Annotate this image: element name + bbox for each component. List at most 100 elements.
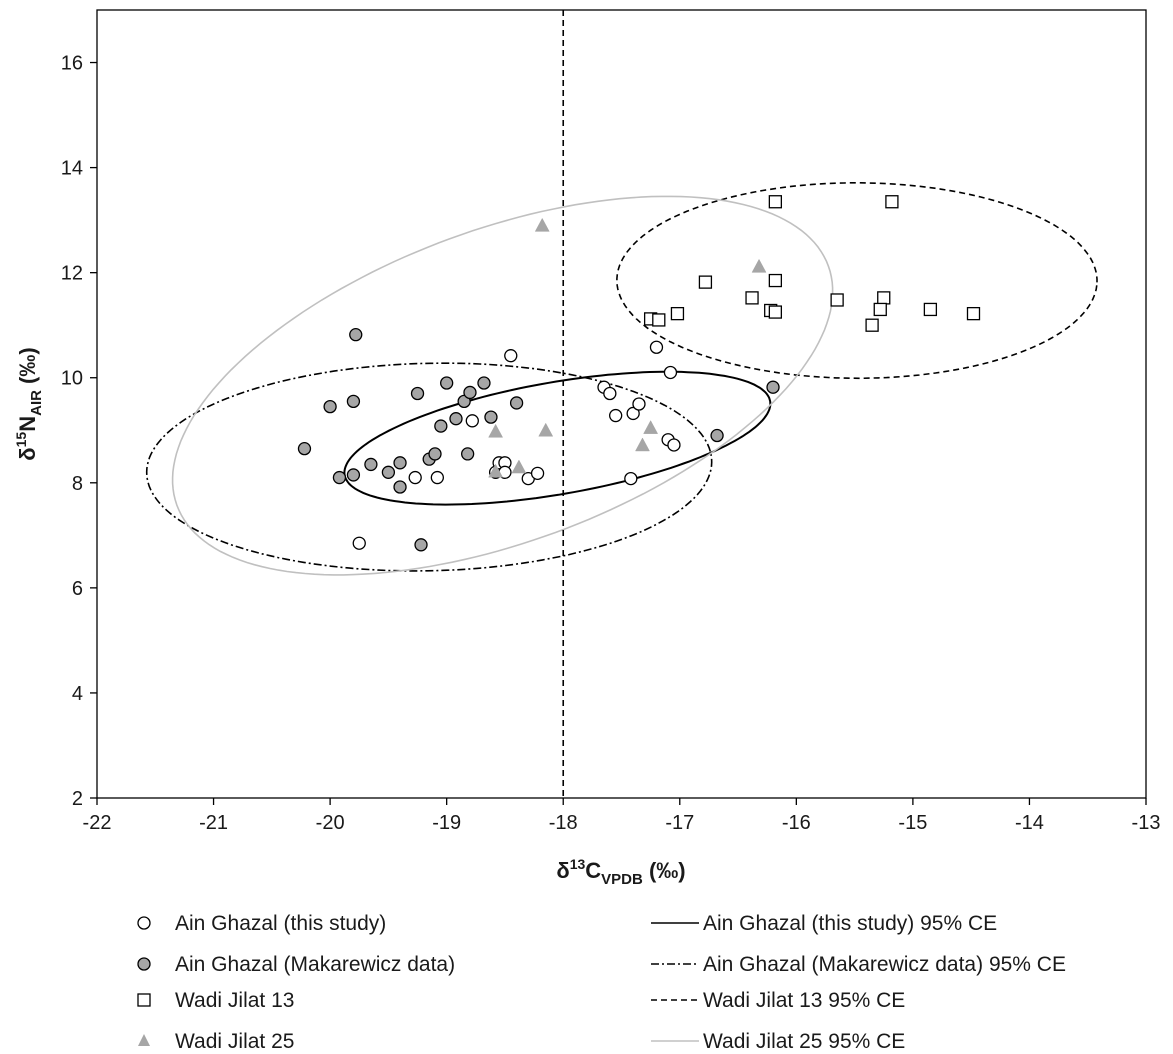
- x-tick-label: -21: [199, 812, 228, 834]
- data-point-s2-12: [966, 306, 981, 321]
- data-point-s0-3: [465, 414, 479, 428]
- legend-marker-open-circle: [137, 916, 151, 930]
- legend-label: Wadi Jilat 25 95% CE: [703, 1030, 905, 1053]
- legend-item-ce-wadi-jilat-13: Wadi Jilat 13 95% CE: [651, 989, 905, 1012]
- data-point-s0-0: [352, 536, 366, 550]
- data-point-s3-0: [534, 217, 550, 232]
- data-point-s0-17: [649, 340, 664, 354]
- confidence-ellipse-3: [171, 195, 834, 576]
- legend-item-ain-ghazal-this-study: Ain Ghazal (this study): [137, 912, 386, 935]
- legend-item-ce-makarewicz: Ain Ghazal (Makarewicz data) 95% CE: [651, 953, 1066, 976]
- legend-item-wadi-jilat-25: Wadi Jilat 25: [138, 1030, 294, 1053]
- data-points: [297, 195, 981, 552]
- x-tick-label: -17: [665, 812, 694, 834]
- legend-item-wadi-jilat-13: Wadi Jilat 13: [137, 989, 294, 1012]
- confidence-ellipse-0: [343, 370, 772, 506]
- x-tick-label: -18: [549, 812, 578, 834]
- data-point-s1-7: [381, 465, 396, 479]
- data-point-s1-3: [349, 328, 363, 342]
- x-tick-label: -20: [316, 812, 345, 834]
- x-axis-ticks: -22 -21 -20 -19 -18 -17 -16 -15 -14 -13: [83, 798, 1161, 834]
- data-point-s3-5: [635, 437, 650, 452]
- data-point-s0-9: [530, 466, 545, 480]
- legend-label: Ain Ghazal (this study): [175, 912, 386, 935]
- data-point-s2-3: [768, 273, 783, 288]
- data-point-s2-6: [768, 305, 783, 319]
- y-tick-label: 16: [61, 53, 83, 75]
- y-axis-title: δ15NAIR (‰): [13, 347, 45, 460]
- y-axis-ticks: 2 4 6 8 10 12 14 16: [61, 53, 97, 810]
- data-point-s1-20: [484, 410, 498, 424]
- data-point-s1-10: [410, 386, 425, 401]
- legend-marker-grey-circle: [137, 957, 151, 971]
- data-point-s2-4: [745, 291, 759, 305]
- legend-marker-open-square: [137, 993, 151, 1007]
- data-point-s2-15: [652, 313, 666, 327]
- data-point-s1-8: [393, 456, 407, 470]
- data-point-s1-12: [428, 447, 442, 461]
- data-point-s0-2: [430, 470, 444, 485]
- legend-label: Wadi Jilat 13 95% CE: [703, 989, 905, 1012]
- legend-label: Wadi Jilat 13: [175, 989, 294, 1012]
- data-point-s0-14: [626, 406, 640, 421]
- data-point-s3-6: [511, 459, 527, 474]
- y-tick-label: 2: [72, 788, 83, 810]
- data-point-s1-5: [346, 468, 361, 482]
- data-point-s2-10: [865, 318, 879, 332]
- data-point-s1-2: [346, 394, 361, 409]
- legend-item-ce-this-study: Ain Ghazal (this study) 95% CE: [651, 912, 997, 935]
- plot-area: [96, 9, 1147, 799]
- data-point-s2-9: [873, 302, 887, 317]
- data-point-s2-7: [830, 293, 844, 307]
- legend-label: Ain Ghazal (Makarewicz data) 95% CE: [703, 953, 1066, 976]
- legend: Ain Ghazal (this study) Ain Ghazal (Maka…: [137, 912, 1066, 1053]
- legend-item-ain-ghazal-makarewicz: Ain Ghazal (Makarewicz data): [137, 953, 455, 976]
- data-point-s3-7: [488, 463, 504, 478]
- data-point-s1-18: [460, 447, 475, 461]
- data-point-s2-13: [670, 306, 685, 321]
- y-tick-label: 14: [61, 158, 83, 180]
- data-point-s3-1: [751, 258, 767, 273]
- data-point-s0-13: [609, 408, 623, 423]
- data-point-s0-15: [632, 397, 646, 411]
- x-tick-label: -15: [898, 812, 927, 834]
- data-point-s1-15: [449, 412, 463, 426]
- data-point-s1-14: [440, 376, 454, 390]
- x-tick-label: -16: [782, 812, 811, 834]
- data-point-s0-20: [667, 438, 681, 452]
- x-axis-title: δ13CVPDB (‰): [556, 856, 685, 888]
- data-point-s1-23: [710, 428, 724, 443]
- data-point-s1-22: [414, 538, 428, 552]
- x-tick-label: -22: [83, 812, 112, 834]
- data-point-s1-0: [297, 442, 312, 456]
- confidence-ellipses: [145, 182, 1098, 576]
- data-point-s2-0: [768, 195, 783, 209]
- data-point-s1-24: [766, 380, 780, 394]
- y-tick-label: 12: [61, 263, 83, 285]
- data-point-s1-21: [509, 396, 524, 410]
- data-point-s0-12: [603, 386, 617, 401]
- data-point-s3-4: [643, 420, 659, 434]
- data-point-s1-4: [332, 470, 347, 485]
- data-point-s1-6: [364, 457, 378, 472]
- data-point-s1-13: [434, 419, 448, 433]
- data-point-s0-18: [663, 365, 678, 380]
- y-tick-label: 10: [61, 368, 83, 390]
- data-point-s1-1: [323, 399, 337, 414]
- data-point-s0-10: [504, 349, 518, 363]
- legend-label: Ain Ghazal (this study) 95% CE: [703, 912, 997, 935]
- data-point-s0-1: [408, 470, 422, 485]
- x-tick-label: -13: [1132, 812, 1161, 834]
- data-point-s1-9: [393, 480, 407, 494]
- data-point-s1-17: [463, 385, 477, 400]
- data-point-s1-19: [477, 376, 491, 390]
- data-point-s2-1: [885, 195, 899, 209]
- legend-marker-grey-triangle: [138, 1034, 150, 1046]
- y-tick-label: 8: [72, 473, 83, 495]
- legend-label: Wadi Jilat 25: [175, 1030, 294, 1053]
- data-point-s3-2: [488, 423, 504, 438]
- y-tick-label: 4: [72, 683, 83, 705]
- x-tick-label: -19: [432, 812, 461, 834]
